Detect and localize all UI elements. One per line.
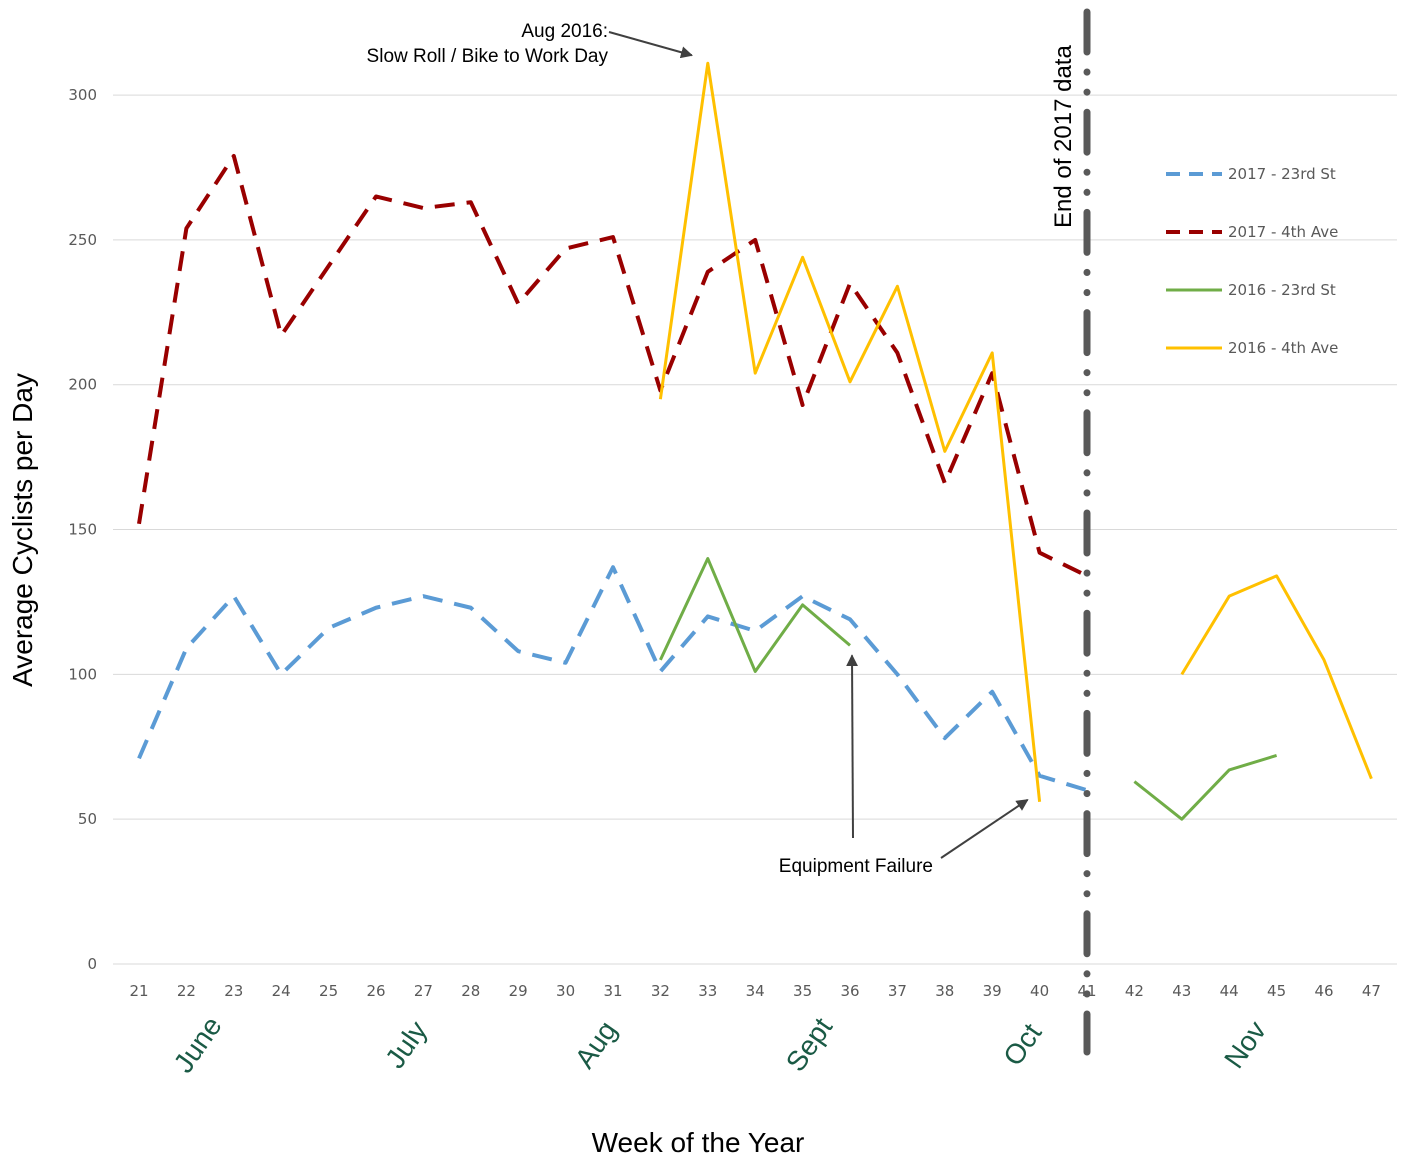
annotation-text: Slow Roll / Bike to Work Day — [367, 46, 609, 67]
series-line — [1133, 754, 1278, 821]
x-tick-label: 38 — [935, 982, 954, 1000]
x-tick-label: 30 — [556, 982, 575, 1000]
y-tick-label: 50 — [78, 810, 97, 828]
x-tick-label: 33 — [698, 982, 717, 1000]
x-tick-label: 21 — [129, 982, 148, 1000]
x-tick-label: 27 — [414, 982, 433, 1000]
annotation-arrow — [846, 654, 859, 839]
y-tick-label: 0 — [87, 955, 97, 973]
series-layer — [137, 61, 1373, 821]
x-tick-label: 22 — [177, 982, 196, 1000]
legend-label: 2016 - 4th Ave — [1228, 339, 1338, 357]
legend-item: 2017 - 4th Ave — [1166, 223, 1338, 241]
month-labels: June July Aug Sept Oct Nov — [167, 1011, 1272, 1079]
x-axis-title: Week of the Year — [592, 1127, 805, 1158]
x-tick-label: 28 — [461, 982, 480, 1000]
x-tick-label: 31 — [603, 982, 622, 1000]
series-line — [658, 61, 1042, 802]
x-tick-label: 42 — [1125, 982, 1144, 1000]
series-3 — [658, 61, 1373, 802]
x-tick-label: 26 — [366, 982, 385, 1000]
legend-item: 2017 - 23rd St — [1166, 165, 1336, 183]
series-line — [137, 565, 1088, 793]
legend-item: 2016 - 23rd St — [1166, 281, 1336, 299]
series-line — [659, 557, 851, 673]
marker-label: End of 2017 data — [1050, 45, 1077, 228]
annotation-slow-roll: Aug 2016: Slow Roll / Bike to Work Day — [367, 21, 693, 67]
month-label: Sept — [780, 1012, 839, 1077]
annotation-arrow — [940, 798, 1029, 859]
x-tick-label: 29 — [509, 982, 528, 1000]
y-tick-labels: 0 50 100 150 200 250 300 — [68, 86, 97, 973]
series-0 — [137, 565, 1088, 793]
month-label: Aug — [569, 1015, 623, 1074]
series-1 — [137, 153, 1088, 578]
x-tick-label: 46 — [1314, 982, 1333, 1000]
x-tick-label: 47 — [1362, 982, 1381, 1000]
x-tick-label: 39 — [983, 982, 1002, 1000]
series-2 — [659, 557, 1278, 821]
legend: 2017 - 23rd St 2017 - 4th Ave 2016 - 23rd … — [1166, 165, 1338, 357]
gridlines — [113, 94, 1397, 965]
y-tick-label: 300 — [68, 86, 97, 104]
month-label: June — [167, 1011, 227, 1079]
x-tick-labels: 21 22 23 24 25 26 27 28 29 30 31 32 33 34 35 36 37 38 39 40… — [129, 982, 1380, 1000]
x-tick-label: 25 — [319, 982, 338, 1000]
month-label: Oct — [997, 1018, 1048, 1072]
month-label: Nov — [1218, 1015, 1272, 1074]
x-tick-label: 37 — [888, 982, 907, 1000]
x-tick-label: 32 — [651, 982, 670, 1000]
y-tick-label: 250 — [68, 231, 97, 249]
y-tick-label: 150 — [68, 521, 97, 539]
x-tick-label: 34 — [746, 982, 765, 1000]
annotation-equipment-failure: Equipment Failure — [779, 654, 1029, 877]
legend-label: 2016 - 23rd St — [1228, 281, 1336, 299]
y-axis-title: Average Cyclists per Day — [7, 373, 38, 687]
end-of-data-marker: End of 2017 data — [1050, 8, 1091, 1056]
x-tick-label: 36 — [840, 982, 859, 1000]
x-tick-label: 43 — [1172, 982, 1191, 1000]
legend-item: 2016 - 4th Ave — [1166, 339, 1338, 357]
legend-label: 2017 - 4th Ave — [1228, 223, 1338, 241]
legend-label: 2017 - 23rd St — [1228, 165, 1336, 183]
series-line — [1180, 574, 1373, 780]
series-line — [137, 153, 1088, 578]
x-tick-label: 45 — [1267, 982, 1286, 1000]
y-tick-label: 200 — [68, 376, 97, 394]
x-tick-label: 44 — [1220, 982, 1239, 1000]
x-tick-label: 23 — [224, 982, 243, 1000]
annotation-text: Aug 2016: — [521, 21, 608, 42]
annotation-arrow — [608, 31, 693, 59]
x-tick-label: 40 — [1030, 982, 1049, 1000]
annotation-text: Equipment Failure — [779, 856, 933, 877]
month-label: July — [379, 1015, 433, 1074]
x-tick-label: 24 — [272, 982, 291, 1000]
y-tick-label: 100 — [68, 665, 97, 683]
x-tick-label: 35 — [793, 982, 812, 1000]
annotations: Aug 2016: Slow Roll / Bike to Work Day Equ… — [367, 21, 1029, 877]
